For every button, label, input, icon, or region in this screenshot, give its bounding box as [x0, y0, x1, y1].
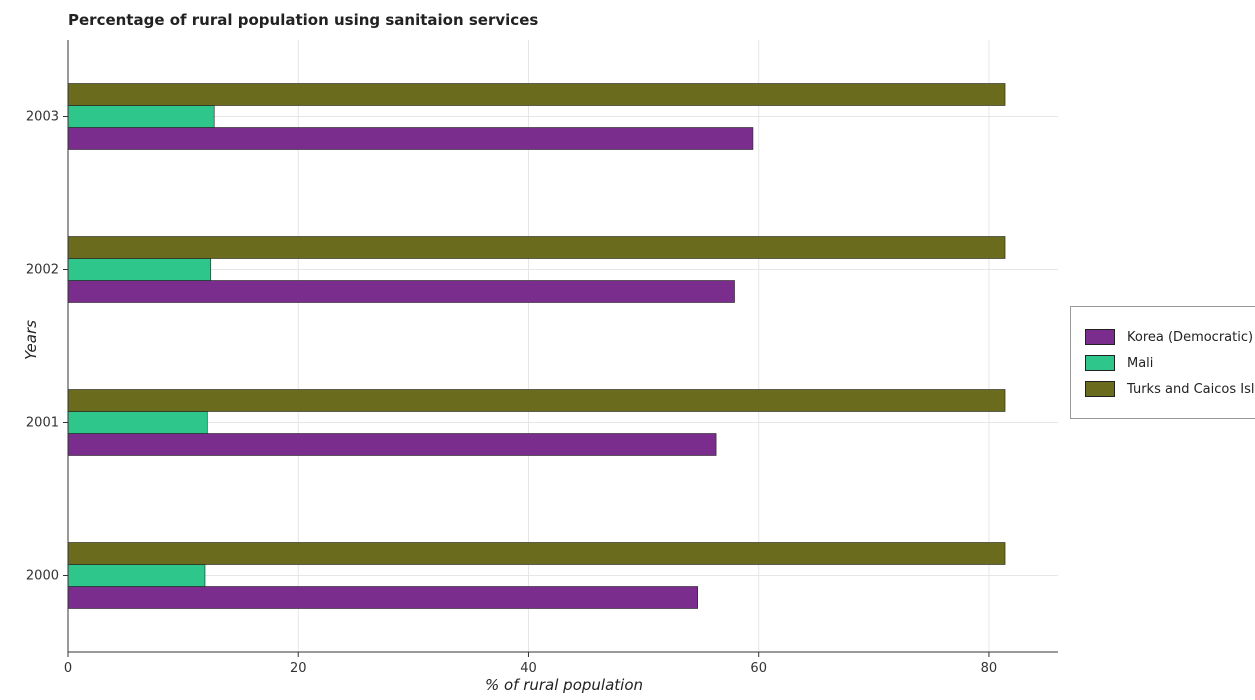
legend: Korea (Democratic) Mali Turks and Caicos… [1070, 306, 1255, 419]
bar-mali-2000 [67, 564, 206, 587]
legend-label-korea: Korea (Democratic) [1127, 329, 1254, 345]
legend-label-mali: Mali [1127, 355, 1154, 371]
bar-mali-2001 [67, 411, 208, 434]
bar-turks-and-caicos-islands-2002 [67, 236, 1006, 259]
x-tick-label: 60 [750, 661, 767, 676]
y-tick-label: 2003 [26, 110, 59, 125]
x-tick-label: 20 [290, 661, 307, 676]
bar-mali-2002 [67, 258, 212, 281]
x-tick-label: 40 [520, 661, 537, 676]
bar-turks-and-caicos-islands-2003 [67, 83, 1006, 106]
legend-swatch-turks [1085, 381, 1115, 397]
legend-swatch-korea [1085, 329, 1115, 345]
legend-item-korea: Korea (Democratic) [1085, 327, 1253, 347]
bar-mali-2003 [67, 105, 215, 128]
bars [67, 83, 1006, 609]
axes: 0 20 40 60 80 2000 2001 2002 2003 [26, 40, 1058, 676]
bar-turks-and-caicos-islands-2000 [67, 542, 1006, 565]
x-axis-label: % of rural population [485, 676, 643, 694]
legend-label-turks: Turks and Caicos Islands [1127, 381, 1255, 397]
y-axis-label: Years [22, 320, 40, 360]
legend-swatch-mali [1085, 355, 1115, 371]
x-tick-label: 0 [64, 661, 72, 676]
x-tick-label: 80 [981, 661, 998, 676]
bar-turks-and-caicos-islands-2001 [67, 389, 1006, 412]
legend-item-mali: Mali [1085, 353, 1153, 373]
bar-korea-democratic-2002 [67, 280, 735, 303]
legend-item-turks: Turks and Caicos Islands [1085, 379, 1255, 399]
y-tick-label: 2002 [26, 263, 59, 278]
bar-korea-democratic-2001 [67, 433, 717, 456]
bar-korea-democratic-2000 [67, 586, 698, 609]
bar-korea-democratic-2003 [67, 127, 754, 150]
chart-title: Percentage of rural population using san… [68, 11, 538, 29]
y-tick-label: 2001 [26, 416, 59, 431]
y-tick-label: 2000 [26, 569, 59, 584]
